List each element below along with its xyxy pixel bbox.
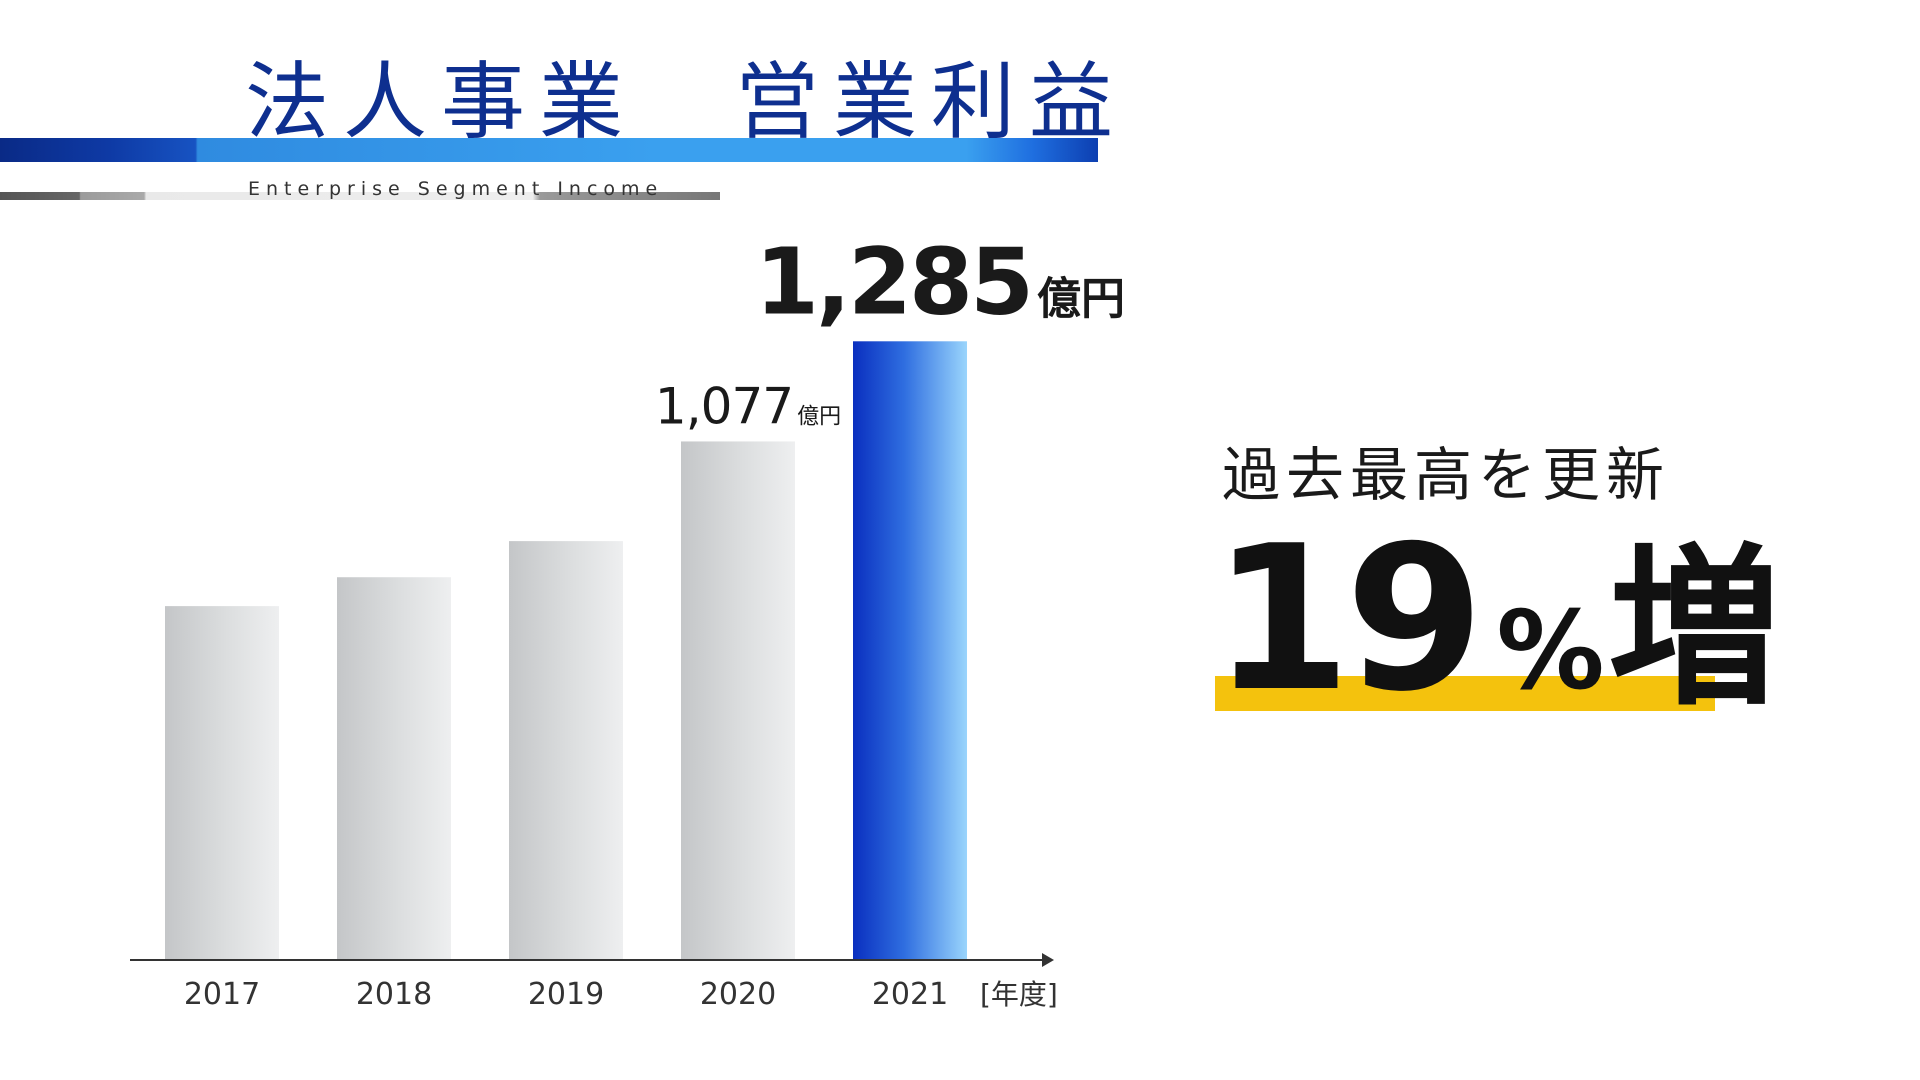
growth-number: 19 — [1212, 503, 1484, 736]
x-axis-label: [年度] — [980, 978, 1058, 1011]
growth-callout: 19 %増 — [1212, 520, 1781, 720]
bar-2019 — [509, 541, 623, 960]
x-tick-2019: 2019 — [528, 977, 604, 1012]
bar-2020 — [681, 441, 795, 960]
record-high-text: 過去最高を更新 — [1222, 441, 1671, 509]
x-tick-2018: 2018 — [356, 977, 432, 1012]
growth-label: 増 — [1608, 528, 1781, 729]
bar-2017 — [165, 606, 279, 960]
data-label-2020: 1,077 億円 — [655, 377, 841, 435]
page-subtitle: Enterprise Segment Income — [248, 178, 664, 200]
x-axis-arrow — [1042, 953, 1054, 967]
bar-chart: 2017 2018 2019 2020 2021 1,077 億円 1,285 億円 [年度] — [130, 228, 1125, 1012]
bar-2018 — [337, 577, 451, 960]
x-tick-2017: 2017 — [184, 977, 260, 1012]
page-title: 法人事業 営業利益 — [245, 53, 1128, 151]
bar-2021 — [853, 341, 967, 961]
x-tick-2020: 2020 — [700, 977, 776, 1012]
data-label-2021: 1,285 億円 — [755, 228, 1125, 335]
growth-underline — [1215, 676, 1715, 711]
x-tick-2021: 2021 — [872, 977, 948, 1012]
growth-unit: % — [1496, 589, 1605, 714]
title-band — [0, 138, 1098, 162]
subtitle-band — [0, 192, 720, 200]
